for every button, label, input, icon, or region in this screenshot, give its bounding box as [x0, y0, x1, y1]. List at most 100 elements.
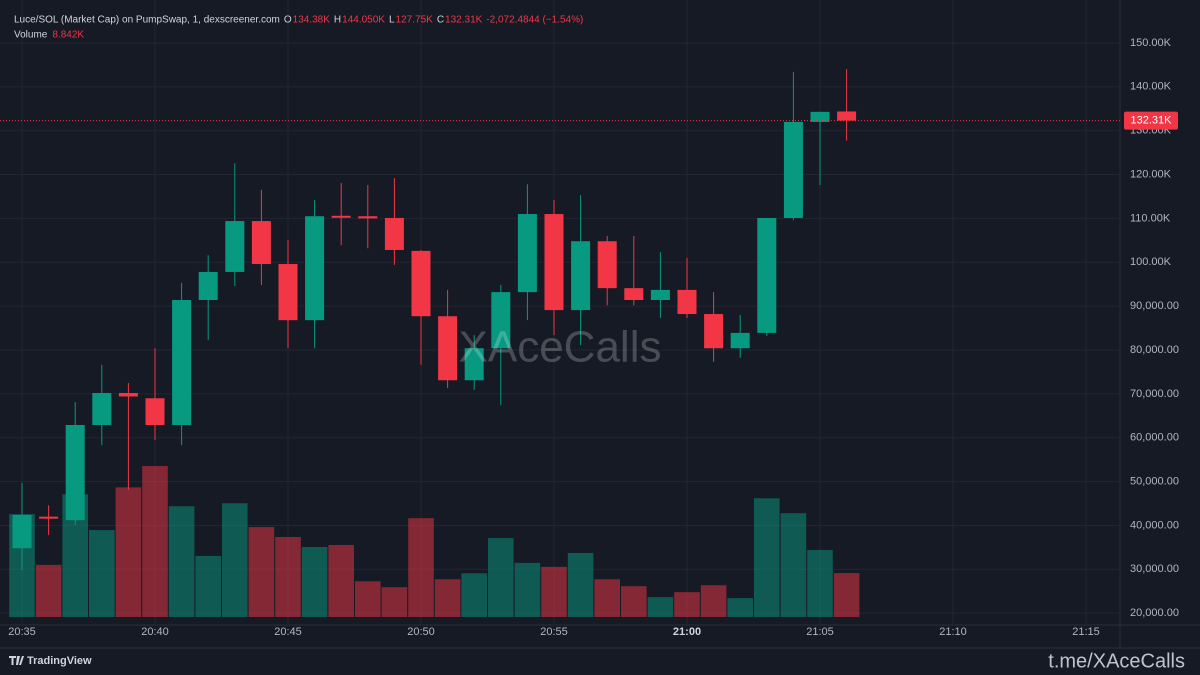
x-tick-label: 21:05 [806, 626, 834, 638]
candle-body [730, 332, 750, 349]
ohlc-value: 134.38K [293, 15, 331, 26]
volume-bar [833, 573, 860, 617]
volume-bar [541, 566, 567, 617]
x-tick-label: 21:10 [939, 626, 967, 638]
volume-bar [514, 562, 541, 617]
volume-bar [35, 564, 62, 617]
change-label: -2,072.4844 (−1.54%) [486, 15, 583, 26]
candle-body [783, 121, 803, 218]
candle-body [358, 216, 378, 219]
volume-bar [248, 527, 275, 617]
y-tick-label: 110.00K [1130, 212, 1171, 224]
candles [0, 69, 1120, 571]
volume-bar [754, 498, 780, 617]
ohlc-letter: L [389, 15, 395, 26]
x-tick-label: 20:40 [141, 626, 169, 638]
candle-body [464, 348, 484, 381]
ohlc-value: 144.050K [342, 15, 385, 26]
y-tick-label: 150.00K [1130, 37, 1172, 49]
brand-logo [9, 656, 24, 665]
volume-bar [434, 579, 461, 617]
y-tick-label: 20,000.00 [1130, 607, 1179, 619]
volume-pane [9, 466, 860, 617]
candle-body [624, 288, 644, 300]
x-tick-label: 20:55 [540, 626, 568, 638]
volume-bar [89, 530, 115, 617]
ohlc-letter: O [284, 15, 292, 26]
volume-bar [594, 579, 620, 617]
volume-bar [727, 598, 753, 617]
x-tick-label: 20:35 [8, 626, 36, 638]
volume-bar [275, 537, 301, 617]
candle-body [544, 214, 564, 311]
y-tick-label: 50,000.00 [1130, 475, 1179, 487]
candle-body [278, 264, 298, 321]
volume-bar [674, 592, 700, 617]
last-price-label: 132.31K [1131, 114, 1173, 126]
candle-body [810, 111, 830, 122]
candle-body [251, 221, 271, 265]
chart-title: Luce/SOL (Market Cap) on PumpSwap, 1, de… [14, 15, 280, 26]
y-tick-label: 30,000.00 [1130, 563, 1179, 575]
candle-body [384, 217, 404, 250]
y-tick-label: 100.00K [1130, 256, 1172, 268]
candle-body [411, 250, 431, 317]
volume-bar [222, 503, 248, 617]
volume-bar [168, 506, 195, 617]
volume-title: Volume [14, 30, 48, 41]
candle-body [597, 241, 617, 289]
candle-body [65, 425, 85, 521]
candle-body [92, 392, 112, 425]
y-tick-label: 40,000.00 [1130, 519, 1179, 531]
footer-link: t.me/XAceCalls [1048, 650, 1185, 672]
candle-body [12, 514, 32, 549]
volume-bar [807, 549, 833, 617]
brand: TradingView [27, 655, 92, 667]
watermark: XAceCalls [459, 323, 662, 372]
y-tick-label: 120.00K [1130, 168, 1172, 180]
y-tick-label: 140.00K [1130, 81, 1172, 93]
volume-bar [142, 466, 168, 617]
ohlc-letter: C [437, 15, 444, 26]
volume-bar [700, 585, 727, 617]
volume-bar [115, 487, 142, 617]
volume-bar [461, 573, 487, 617]
candle-body [331, 215, 351, 218]
candle-body [571, 241, 591, 311]
volume-bar [408, 518, 434, 617]
candle-body [198, 271, 218, 300]
axes: 150.00K140.00K130.00K120.00K110.00K100.0… [8, 37, 1179, 638]
volume-bar [195, 555, 221, 617]
ohlc-value: 132.31K [445, 15, 483, 26]
last-price-badge [1124, 111, 1178, 130]
candle-body [172, 300, 192, 425]
candle-body [677, 289, 697, 315]
candle-body [225, 221, 245, 272]
volume-bar [355, 581, 381, 617]
x-tick-label: 21:15 [1072, 626, 1100, 638]
volume-value: 8.842K [52, 30, 84, 41]
candle-body [517, 214, 537, 293]
volume-bar [780, 513, 807, 617]
x-tick-label: 21:00 [673, 626, 701, 638]
candle-body [305, 216, 325, 321]
y-tick-label: 90,000.00 [1130, 300, 1179, 312]
y-tick-label: 60,000.00 [1130, 432, 1179, 444]
candle-body [491, 292, 511, 349]
x-tick-label: 20:50 [407, 626, 435, 638]
volume-bar [647, 597, 674, 617]
volume-bar [567, 552, 594, 617]
candle-body [704, 314, 724, 349]
candle-body [837, 111, 857, 121]
y-tick-label: 80,000.00 [1130, 344, 1179, 356]
candle-body [757, 217, 777, 333]
candle-body [118, 392, 138, 397]
ohlc-value: 127.75K [396, 15, 434, 26]
candle-body [650, 289, 670, 300]
volume-bar [488, 538, 514, 617]
volume-bar [328, 544, 354, 617]
candle-body [39, 516, 59, 519]
ohlc-letter: H [334, 15, 341, 26]
